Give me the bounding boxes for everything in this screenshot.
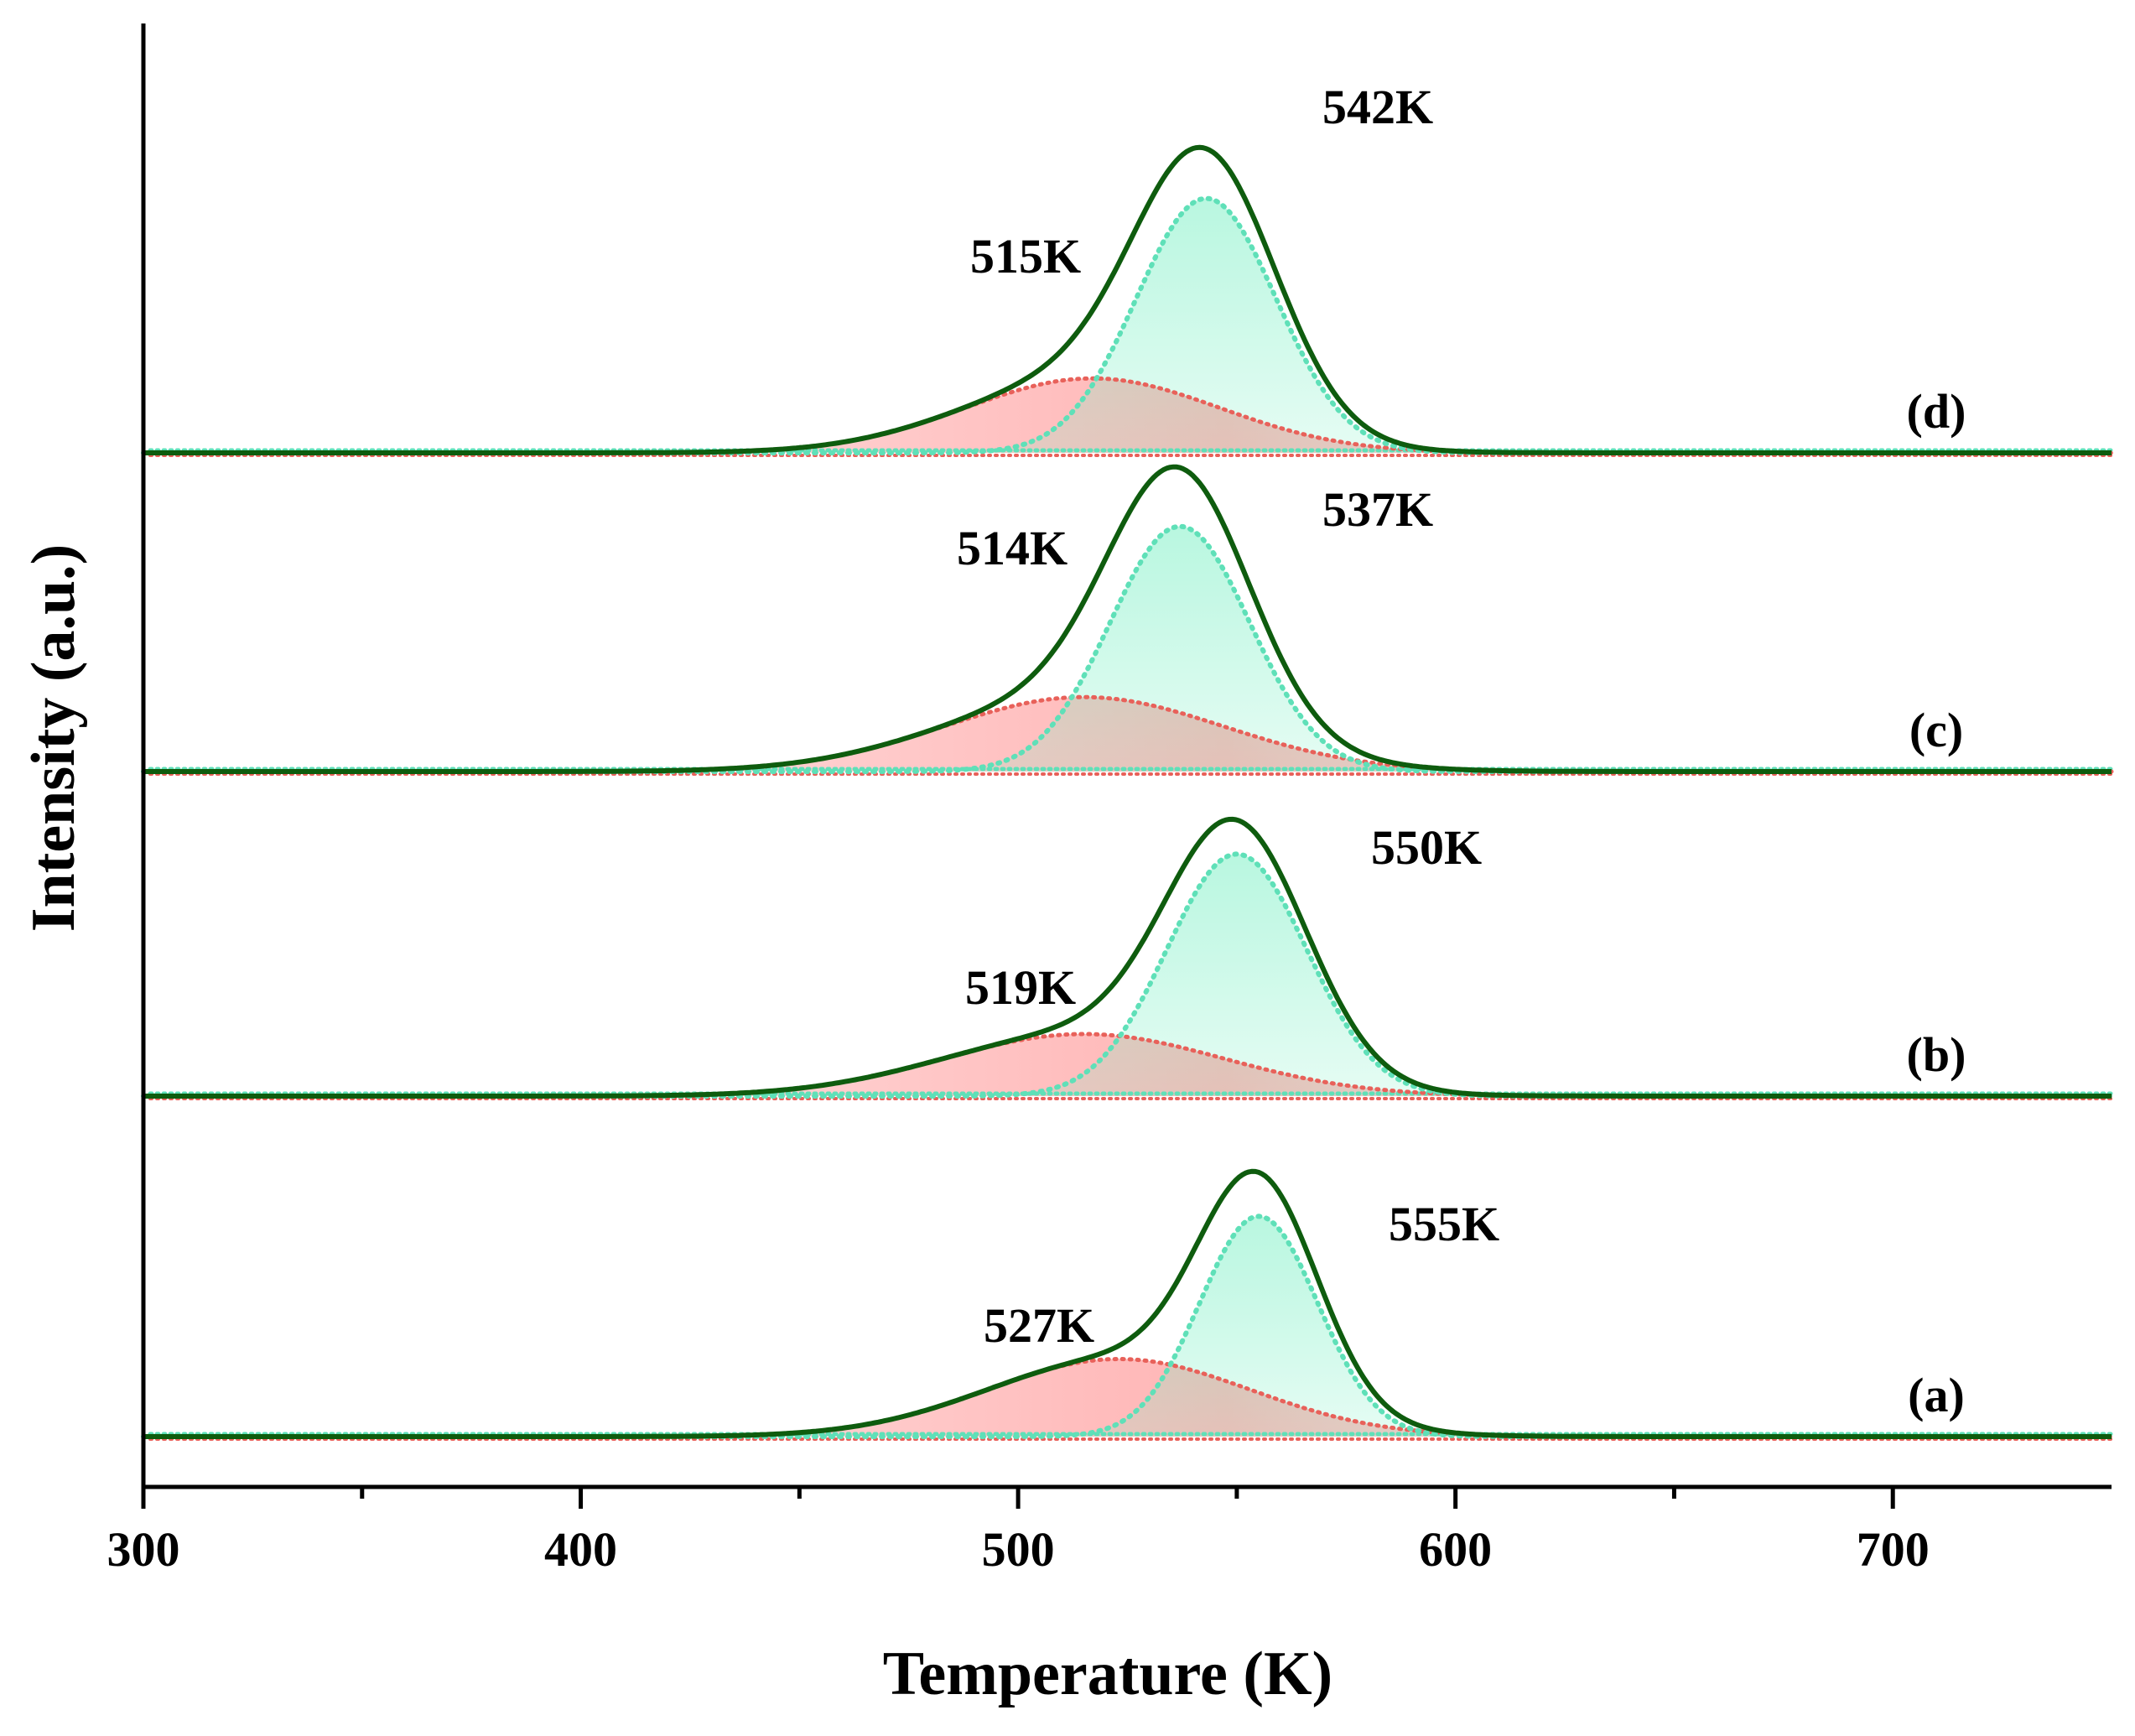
high-temp-fill: [143, 526, 2112, 772]
y-axis-title: Intensity (a.u.): [19, 544, 88, 933]
low-temp-fill: [143, 1359, 2112, 1437]
x-axis-title: Temperature (K): [883, 1640, 1332, 1708]
curve-label: (b): [1907, 1027, 1966, 1082]
total-curve: [143, 816, 2112, 1099]
x-ticks: 300 400 500 600 700: [107, 1487, 1930, 1577]
peak-label-high: 555K: [1389, 1197, 1499, 1251]
high-temp-fill: [143, 854, 2112, 1096]
peak-label-low: 519K: [965, 960, 1076, 1015]
x-tick-label: 400: [544, 1522, 617, 1577]
total-curve: [143, 1168, 2112, 1439]
x-tick-label: 600: [1419, 1522, 1492, 1577]
peak-label-low: 515K: [970, 229, 1081, 283]
high-temp-fill: [143, 198, 2112, 453]
peak-label-high: 542K: [1322, 80, 1433, 134]
peak-label-high: 537K: [1322, 482, 1433, 537]
curve-group-2: [141, 464, 2114, 776]
curve-label: (a): [1908, 1368, 1965, 1422]
curve-label: (d): [1907, 384, 1966, 439]
x-tick-label: 500: [982, 1522, 1055, 1577]
axes: [141, 23, 2112, 1489]
annotations: 527K 555K (a) 519K 550K (b) 514K 537K (c) 515K 542…: [957, 80, 1966, 1422]
peak-label-low: 514K: [957, 521, 1068, 575]
peak-label-high: 550K: [1371, 820, 1482, 875]
total-curve: [143, 144, 2112, 455]
curve-group-1: [141, 816, 2114, 1100]
plot-area: [141, 144, 2114, 1441]
curve-label: (c): [1909, 703, 1963, 757]
x-tick-label: 700: [1857, 1522, 1930, 1577]
total-curve: [143, 464, 2112, 774]
curve-group-3: [141, 144, 2114, 457]
peak-label-low: 527K: [984, 1298, 1094, 1353]
curve-group-0: [141, 1168, 2114, 1441]
x-tick-label: 300: [107, 1522, 180, 1577]
